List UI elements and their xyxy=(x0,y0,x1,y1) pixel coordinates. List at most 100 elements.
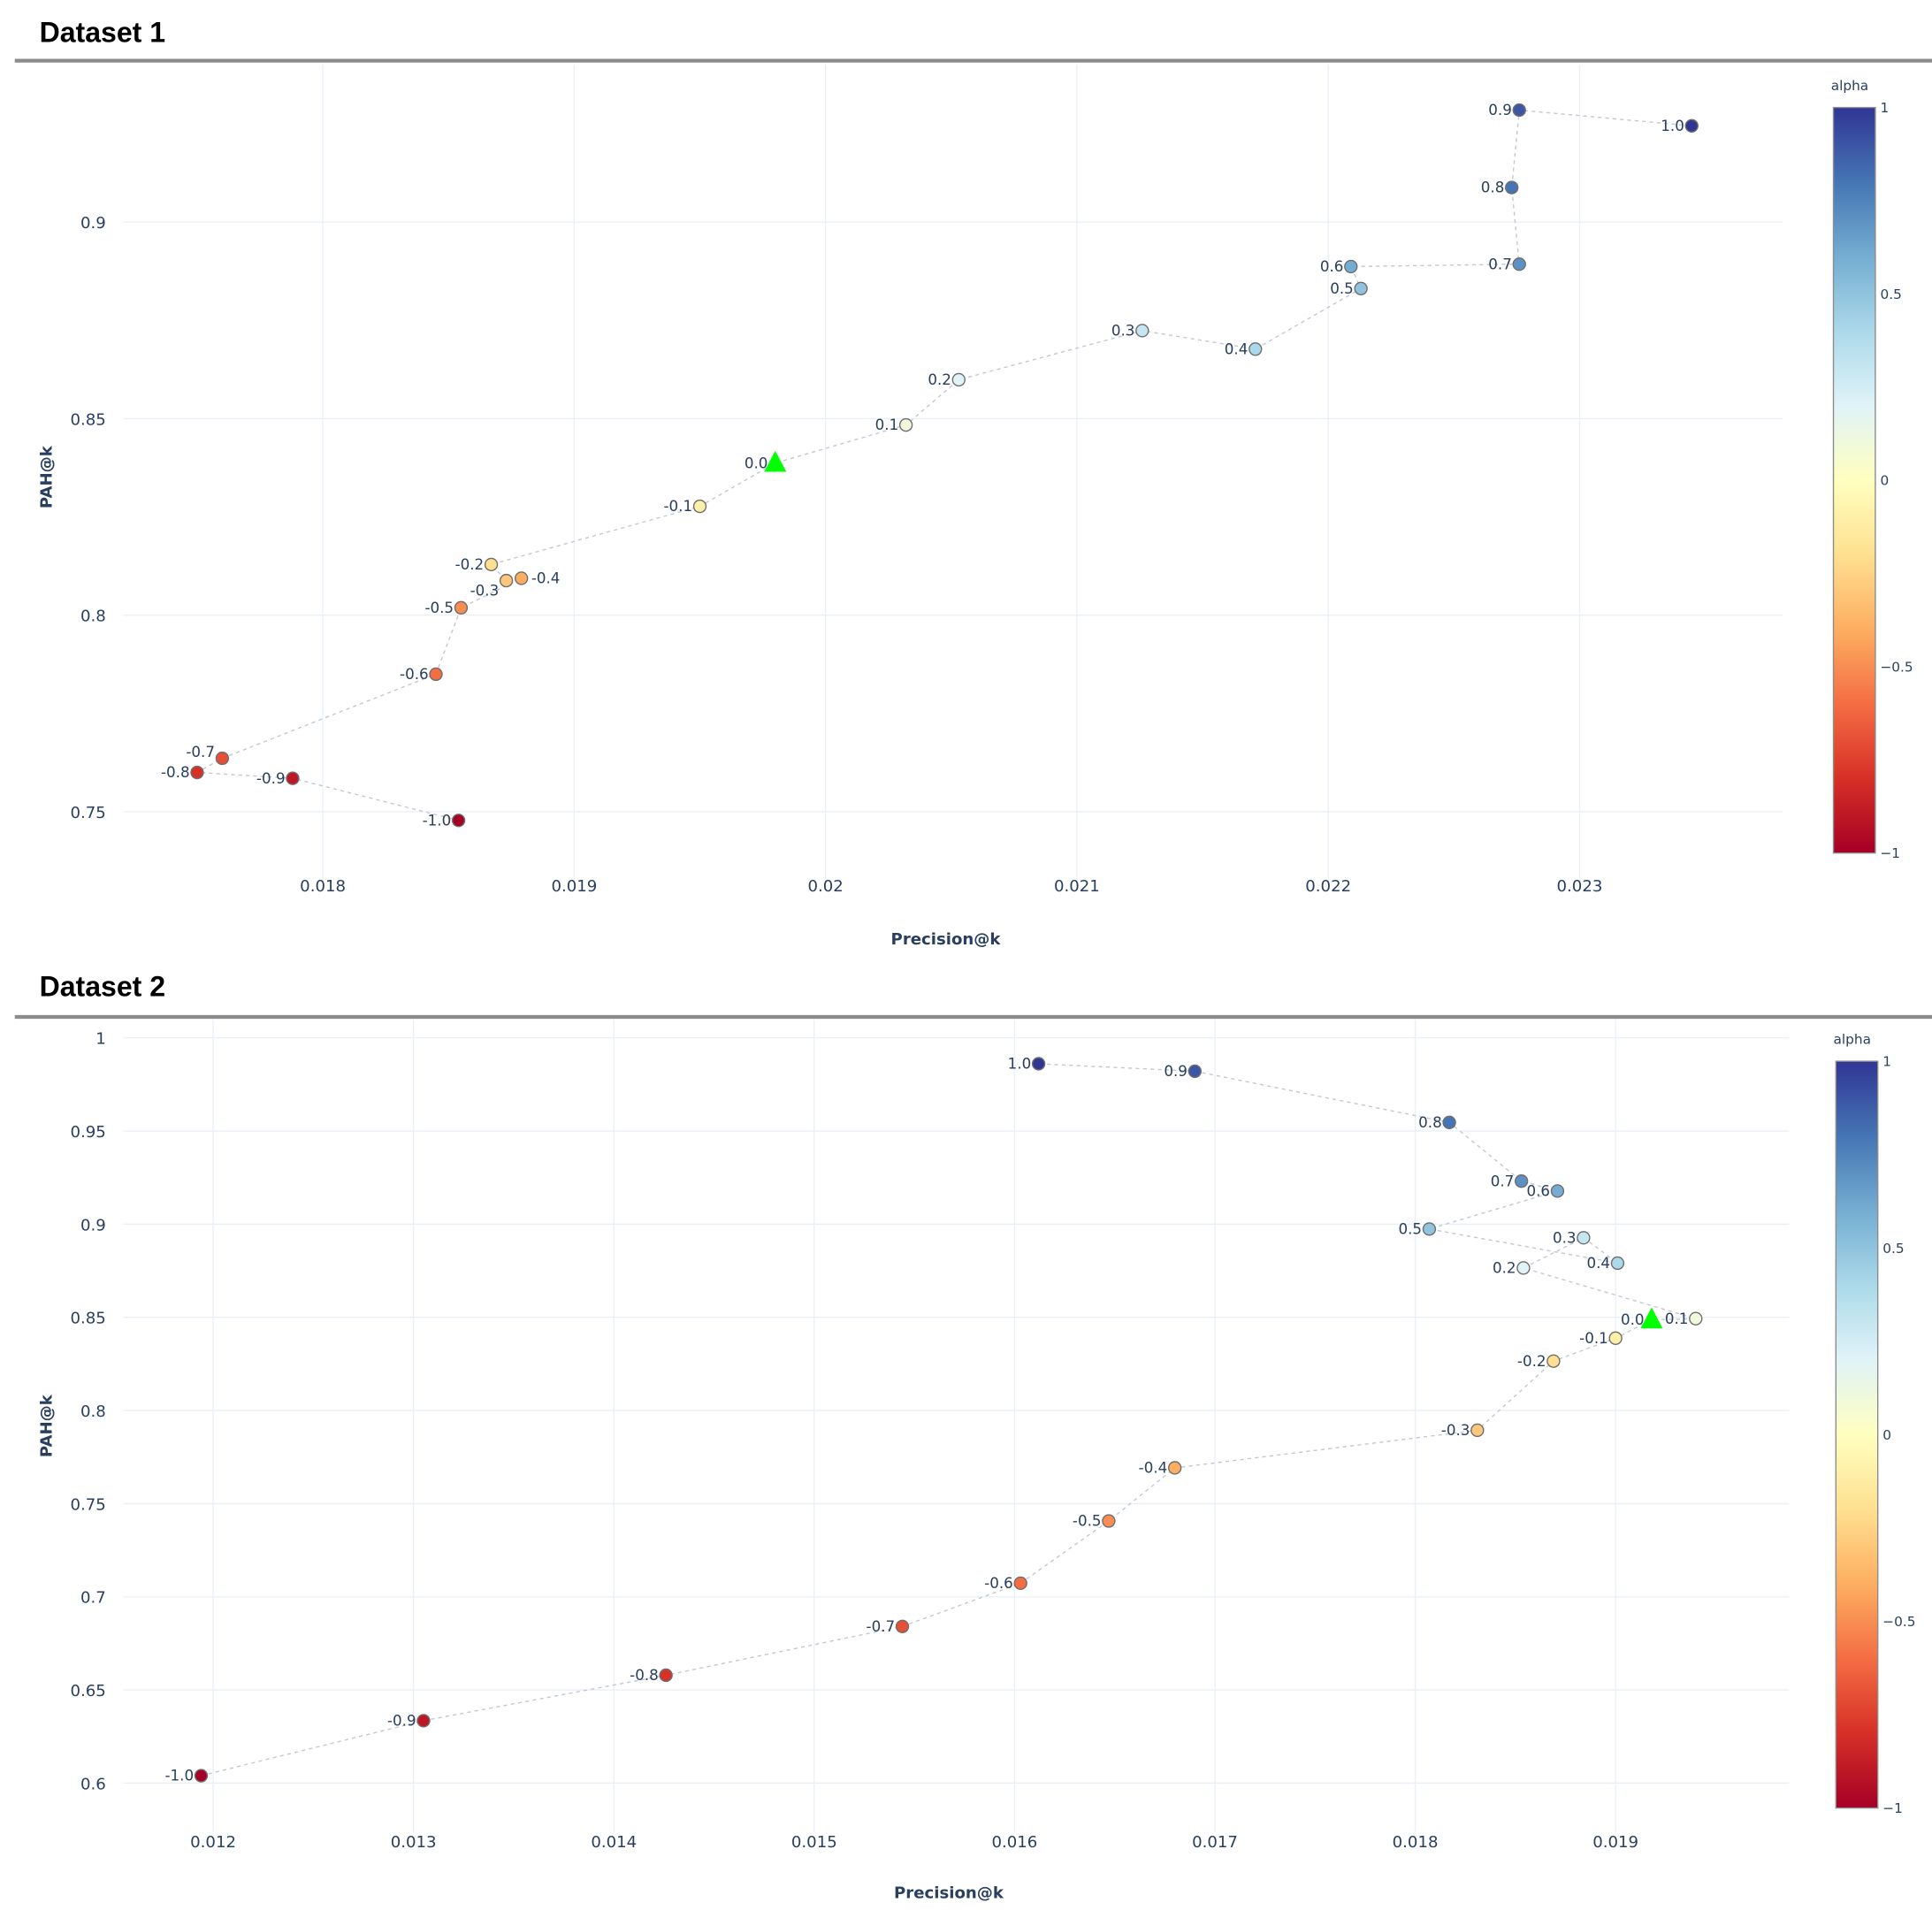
point-label: -0.8 xyxy=(630,1666,659,1684)
chart-panel-2: Dataset 2 0.012 0.013 0.014 0.015 0.016 0.017 0… xyxy=(14,970,1932,1902)
point-label: -0.5 xyxy=(1073,1512,1102,1530)
data-point xyxy=(1013,1576,1027,1591)
data-point xyxy=(429,667,443,682)
point-label: 1.0 xyxy=(1661,117,1684,134)
point-label: -0.6 xyxy=(400,665,429,683)
colorbar-tick-label: −1 xyxy=(1880,845,1900,861)
colorbar-tick-label: 0.5 xyxy=(1880,287,1901,302)
point-label: -1.0 xyxy=(164,1767,194,1784)
point-label: 0.1 xyxy=(1665,1310,1689,1327)
x-tick-label: 0.019 xyxy=(551,877,597,896)
data-point xyxy=(484,557,499,572)
y-tick-label: 0.7 xyxy=(80,1589,106,1608)
data-point xyxy=(1168,1461,1182,1475)
data-point xyxy=(454,600,469,615)
point-label: 0.7 xyxy=(1488,255,1512,272)
colorbar-tick-label: 0.5 xyxy=(1882,1241,1904,1257)
point-label: -0.2 xyxy=(455,555,485,573)
data-point xyxy=(1470,1423,1485,1438)
data-point xyxy=(895,1619,910,1633)
chart-panel-1: Dataset 1 0.018 0.019 0.02 0.021 0.022 0.023 0.… xyxy=(14,17,1932,949)
point-label: -0.7 xyxy=(867,1617,896,1635)
point-label: -0.5 xyxy=(424,599,454,616)
point-label: 0.5 xyxy=(1398,1219,1422,1237)
data-point xyxy=(1516,1261,1531,1275)
point-label: -0.4 xyxy=(531,569,561,587)
point-label: 0.6 xyxy=(1320,257,1344,275)
y-tick-label: 0.75 xyxy=(71,1495,106,1514)
data-point xyxy=(1512,103,1526,118)
data-point xyxy=(1031,1057,1046,1071)
point-label: -0.9 xyxy=(387,1711,416,1729)
x-tick-label: 0.023 xyxy=(1557,877,1603,896)
data-point xyxy=(1505,180,1519,195)
data-point xyxy=(215,751,230,766)
alpha-path-line xyxy=(201,1063,1696,1777)
y-axis-label: PAH@k xyxy=(38,445,57,508)
x-tick-label: 0.012 xyxy=(190,1833,236,1852)
data-point xyxy=(1689,1311,1703,1326)
data-point xyxy=(1442,1115,1456,1130)
baseline-triangle-marker xyxy=(764,450,787,472)
data-point xyxy=(898,417,913,432)
point-label: 0.9 xyxy=(1488,101,1512,118)
point-label: 0.9 xyxy=(1164,1062,1187,1080)
point-label: 0.3 xyxy=(1111,321,1135,339)
data-point xyxy=(1514,1174,1529,1188)
data-point xyxy=(1249,342,1263,356)
data-point xyxy=(1577,1231,1591,1245)
chart-title: Dataset 2 xyxy=(40,970,166,1002)
data-point xyxy=(1608,1331,1623,1345)
x-tick-label: 0.017 xyxy=(1192,1833,1238,1852)
colorbar-title: alpha xyxy=(1834,1032,1871,1048)
colorbar-tick-label: −1 xyxy=(1882,1800,1903,1816)
point-label: 0.2 xyxy=(928,371,951,388)
point-label: 0.1 xyxy=(875,416,899,433)
point-label: -0.9 xyxy=(256,769,286,787)
point-label: -1.0 xyxy=(423,811,452,829)
data-point xyxy=(515,571,529,585)
point-label: 0.7 xyxy=(1491,1172,1515,1189)
point-label: -0.2 xyxy=(1517,1352,1546,1370)
data-point xyxy=(1422,1222,1437,1236)
point-label: -0.1 xyxy=(664,497,693,515)
baseline-triangle-marker xyxy=(1640,1307,1663,1329)
x-tick-label: 0.015 xyxy=(791,1833,837,1852)
colorbar-tick-label: 1 xyxy=(1882,1054,1891,1070)
x-tick-label: 0.013 xyxy=(391,1833,437,1852)
x-tick-label: 0.02 xyxy=(807,877,843,896)
data-point xyxy=(1610,1256,1625,1271)
colorbar-tick-label: 0 xyxy=(1880,473,1889,489)
data-point xyxy=(1684,118,1699,133)
y-tick-label: 0.6 xyxy=(80,1775,106,1793)
x-axis-label: Precision@k xyxy=(891,930,1002,949)
point-label: -0.1 xyxy=(1579,1329,1608,1347)
data-point xyxy=(1512,257,1526,271)
point-label: 0.8 xyxy=(1418,1113,1442,1131)
y-tick-label: 1 xyxy=(95,1030,106,1049)
y-axis-label: PAH@k xyxy=(38,1394,57,1457)
data-point xyxy=(1187,1064,1202,1079)
colorbar-tick-label: 1 xyxy=(1880,100,1889,116)
x-axis-label: Precision@k xyxy=(894,1884,1004,1902)
point-label: -0.3 xyxy=(470,581,500,599)
x-tick-label: 0.018 xyxy=(300,877,346,896)
point-label: -0.4 xyxy=(1139,1459,1168,1477)
y-tick-label: 0.65 xyxy=(71,1682,106,1700)
data-point xyxy=(416,1714,431,1728)
point-label: 0.6 xyxy=(1526,1181,1550,1199)
colorbar-title: alpha xyxy=(1831,78,1868,94)
point-label: 0.0 xyxy=(745,454,768,471)
y-tick-label: 0.8 xyxy=(80,607,106,626)
point-label: 0.5 xyxy=(1330,279,1354,297)
colorbar-tick-label: −0.5 xyxy=(1882,1614,1915,1630)
point-label: 0.4 xyxy=(1225,340,1249,357)
x-tick-label: 0.018 xyxy=(1393,1833,1439,1852)
point-label: -0.3 xyxy=(1441,1421,1470,1439)
data-point xyxy=(451,814,466,828)
point-label: 0.0 xyxy=(1621,1311,1645,1328)
data-point xyxy=(1344,259,1358,274)
y-tick-label: 0.9 xyxy=(80,1216,106,1234)
point-label: 1.0 xyxy=(1008,1055,1032,1073)
